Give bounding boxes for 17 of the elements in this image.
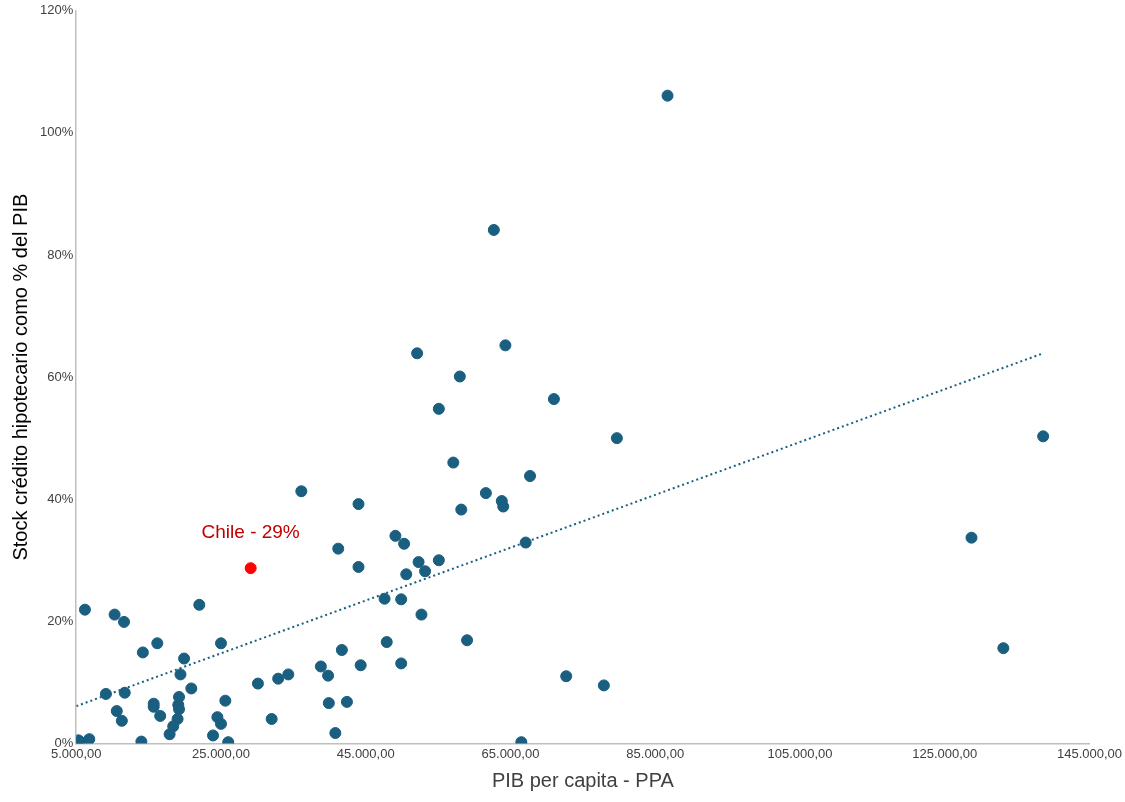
y-tick-label: 80%: [47, 246, 74, 262]
y-tick-label: 120%: [40, 2, 74, 18]
x-tick-label: 125.000,00: [912, 745, 978, 761]
x-tick-label: 145.000,00: [1056, 745, 1123, 761]
x-axis-title: PIB per capita - PPA: [491, 768, 675, 791]
x-tick-label: 25.000,00: [192, 745, 250, 761]
x-tick-label: 45.000,00: [336, 745, 395, 761]
annotation: Chile - 29%: [201, 521, 300, 543]
y-tick-label: 100%: [40, 124, 74, 140]
x-tick-label: 85.000,00: [626, 745, 685, 761]
y-tick-label: 40%: [47, 490, 74, 506]
x-tick-label: 65.000,00: [481, 745, 540, 761]
x-tick-label: 105.000,00: [767, 745, 833, 761]
y-axis-title: Stock crédito hipotecario como % del PIB: [8, 193, 31, 561]
y-tick-label: 0%: [54, 734, 74, 750]
y-tick-label: 60%: [47, 368, 74, 384]
y-tick-label: 20%: [47, 612, 74, 628]
